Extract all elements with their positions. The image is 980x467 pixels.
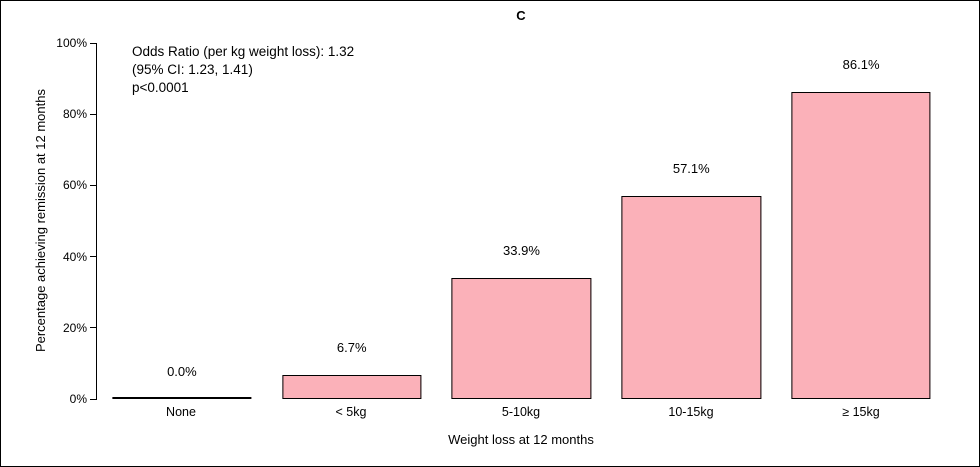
y-axis-tick — [90, 327, 97, 329]
x-axis-title: Weight loss at 12 months — [448, 432, 594, 447]
bar-value-label: 33.9% — [503, 243, 540, 259]
y-axis-tick — [90, 398, 97, 400]
y-axis-tick — [90, 113, 97, 115]
bar-slot: 6.7% — [267, 43, 437, 399]
annotation-line-2: (95% CI: 1.23, 1.41) — [132, 62, 253, 77]
bar-value-label: 86.1% — [842, 57, 880, 73]
x-tick-label: None — [166, 405, 196, 419]
y-axis-tick-label: 100% — [56, 36, 87, 50]
bar-slot: 57.1% — [606, 43, 776, 399]
x-tick-label: ≥ 15kg — [842, 405, 880, 419]
bar — [282, 375, 422, 399]
x-tick-label: 10-15kg — [668, 405, 714, 419]
annotation-line-3: p<0.0001 — [132, 80, 189, 95]
bar-slot: 0.0% — [97, 43, 267, 399]
annotation-odds-ratio: Odds Ratio (per kg weight loss): 1.32 (9… — [132, 43, 354, 97]
x-tick-label: 5-10kg — [501, 405, 541, 419]
x-tick-label: < 5kg — [335, 405, 367, 419]
y-axis-tick-label: 60% — [62, 178, 87, 193]
annotation-line-1: Odds Ratio (per kg weight loss): 1.32 — [132, 44, 355, 59]
bars-row: 0.0% 6.7% 33.9% 57.1% 86.1% — [97, 43, 946, 399]
y-axis-title-text: Percentage achieving remission at 12 mon… — [32, 89, 48, 353]
bar — [112, 397, 252, 399]
bar-value-label: 57.1% — [672, 160, 710, 176]
y-axis-title: Percentage achieving remission at 12 mon… — [31, 43, 49, 399]
bar — [451, 278, 592, 399]
bar — [791, 92, 931, 399]
y-axis-tick-label: 0% — [69, 392, 87, 406]
y-axis-tick — [90, 42, 97, 44]
chart-title: C — [516, 8, 526, 23]
y-axis-tick-label: 80% — [62, 107, 87, 122]
y-axis-tick-label: 20% — [62, 320, 87, 335]
bar — [621, 195, 761, 399]
y-axis-tick-label: 40% — [62, 249, 87, 264]
y-axis-tick — [90, 184, 97, 186]
y-axis-tick — [90, 256, 97, 258]
x-tick-labels: None < 5kg 5-10kg 10-15kg ≥ 15kg — [96, 405, 946, 419]
plot-area: Odds Ratio (per kg weight loss): 1.32 (9… — [56, 36, 946, 406]
bar-slot: 33.9% — [437, 43, 607, 399]
bar-slot: 86.1% — [776, 43, 946, 399]
bar-value-label: 0.0% — [167, 364, 197, 379]
bar-value-label: 6.7% — [336, 340, 367, 356]
